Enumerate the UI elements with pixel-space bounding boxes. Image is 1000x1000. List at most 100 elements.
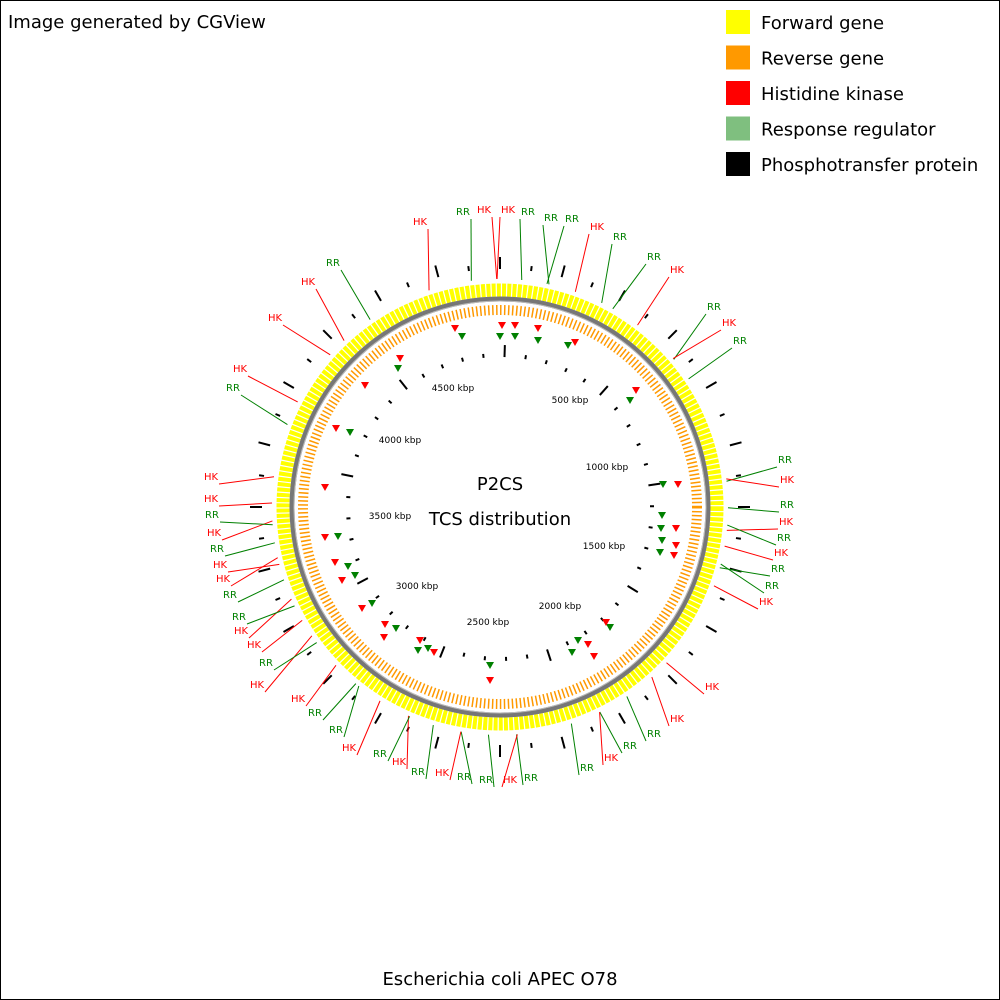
outer-tick	[351, 313, 356, 319]
outer-tick	[282, 625, 295, 633]
outer-tick	[667, 674, 678, 685]
legend-swatch	[726, 45, 750, 70]
feature-label: RR	[226, 383, 240, 394]
feature-marker	[657, 525, 665, 532]
footer-organism: Escherichia coli APEC O78	[382, 969, 617, 990]
ruler-tick	[355, 558, 360, 562]
outer-tick	[374, 712, 382, 725]
feature-label: RR	[232, 612, 246, 623]
feature-marker	[358, 605, 366, 612]
leader-line	[546, 225, 565, 285]
feature-label: RR	[479, 775, 493, 786]
feature-marker	[571, 339, 579, 346]
outer-tick	[667, 329, 678, 340]
feature-label: HK	[413, 217, 428, 228]
outer-tick	[735, 537, 742, 540]
leader-line	[727, 524, 777, 546]
feature-label: HK	[207, 528, 222, 539]
leader-line	[727, 507, 780, 513]
outer-tick	[258, 474, 265, 477]
feature-marker	[656, 549, 664, 556]
legend-label: Forward gene	[761, 13, 884, 34]
legend-label: Response regulator	[761, 120, 936, 141]
feature-label: RR	[544, 213, 558, 224]
ruler-tick	[613, 406, 619, 411]
leader-line	[612, 263, 647, 310]
center-title: P2CS	[477, 474, 523, 495]
ruler-tick	[614, 602, 620, 607]
ruler-tick	[582, 378, 587, 383]
feature-marker	[338, 577, 346, 584]
outer-tick	[258, 567, 271, 573]
leader-line	[487, 734, 495, 788]
feature-marker	[674, 481, 682, 488]
leader-line	[724, 545, 774, 561]
legend-swatch	[726, 152, 750, 176]
ruler-tick	[644, 546, 649, 550]
outer-tick	[258, 537, 265, 540]
feature-label: RR	[259, 658, 273, 669]
leader-line	[273, 642, 317, 671]
outer-tick	[530, 742, 533, 749]
ruler-tick	[404, 625, 410, 630]
leader-line	[240, 394, 288, 426]
outer-tick	[644, 695, 649, 701]
feature-label: RR	[326, 258, 340, 269]
leader-line	[637, 276, 670, 326]
feature-label: RR	[780, 500, 794, 511]
leader-line	[247, 375, 298, 403]
feature-label: RR	[524, 773, 538, 784]
feature-marker	[380, 634, 388, 641]
outer-tick	[705, 625, 718, 633]
feature-label: HK	[759, 597, 774, 608]
ruler-tick	[626, 423, 631, 428]
ruler-tick	[356, 577, 369, 585]
ruler-label: 4000 kbp	[379, 436, 422, 446]
leader-line	[688, 347, 733, 380]
feature-marker	[658, 537, 666, 544]
feature-marker	[416, 637, 424, 644]
feature-label: RR	[565, 214, 579, 225]
legend-swatch	[726, 10, 750, 34]
feature-label: RR	[205, 510, 219, 521]
ruler-label: 3000 kbp	[396, 582, 439, 592]
feature-label: RR	[457, 772, 471, 783]
feature-label: HK	[204, 472, 219, 483]
ruler-label: 3500 kbp	[369, 512, 412, 522]
feature-label: RR	[733, 336, 747, 347]
feature-marker	[498, 322, 506, 329]
legend-label: Histidine kinase	[761, 84, 904, 105]
ruler-label: 1000 kbp	[586, 463, 629, 473]
center-subtitle: TCS distribution	[428, 509, 571, 530]
feature-marker	[361, 382, 369, 389]
ruler-tick	[349, 537, 354, 541]
ruler-label: 500 kbp	[552, 396, 589, 406]
feature-marker	[606, 624, 614, 631]
outer-tick	[467, 265, 470, 272]
feature-marker	[564, 342, 572, 349]
ruler-tick	[525, 654, 529, 659]
feature-marker	[396, 355, 404, 362]
leader-line	[264, 635, 313, 693]
outer-tick	[719, 597, 725, 601]
ruler-tick	[375, 594, 380, 599]
feature-marker	[321, 534, 329, 541]
feature-label: HK	[501, 205, 516, 216]
feature-marker	[511, 333, 519, 340]
feature-label: RR	[456, 207, 470, 218]
outer-tick	[306, 651, 312, 656]
leader-line	[218, 502, 273, 507]
feature-label: HK	[234, 626, 249, 637]
feature-marker	[430, 649, 438, 656]
feature-marker	[332, 425, 340, 432]
ruler-tick	[648, 482, 661, 487]
leader-line	[599, 711, 623, 754]
ruler-label: 2000 kbp	[539, 602, 582, 612]
leader-line	[491, 216, 498, 280]
ruler-label: 2500 kbp	[467, 618, 510, 628]
feature-label: HK	[435, 768, 450, 779]
leader-line	[261, 619, 303, 653]
ruler-tick	[636, 442, 641, 447]
outer-tick	[590, 282, 594, 288]
outer-tick	[644, 313, 649, 319]
